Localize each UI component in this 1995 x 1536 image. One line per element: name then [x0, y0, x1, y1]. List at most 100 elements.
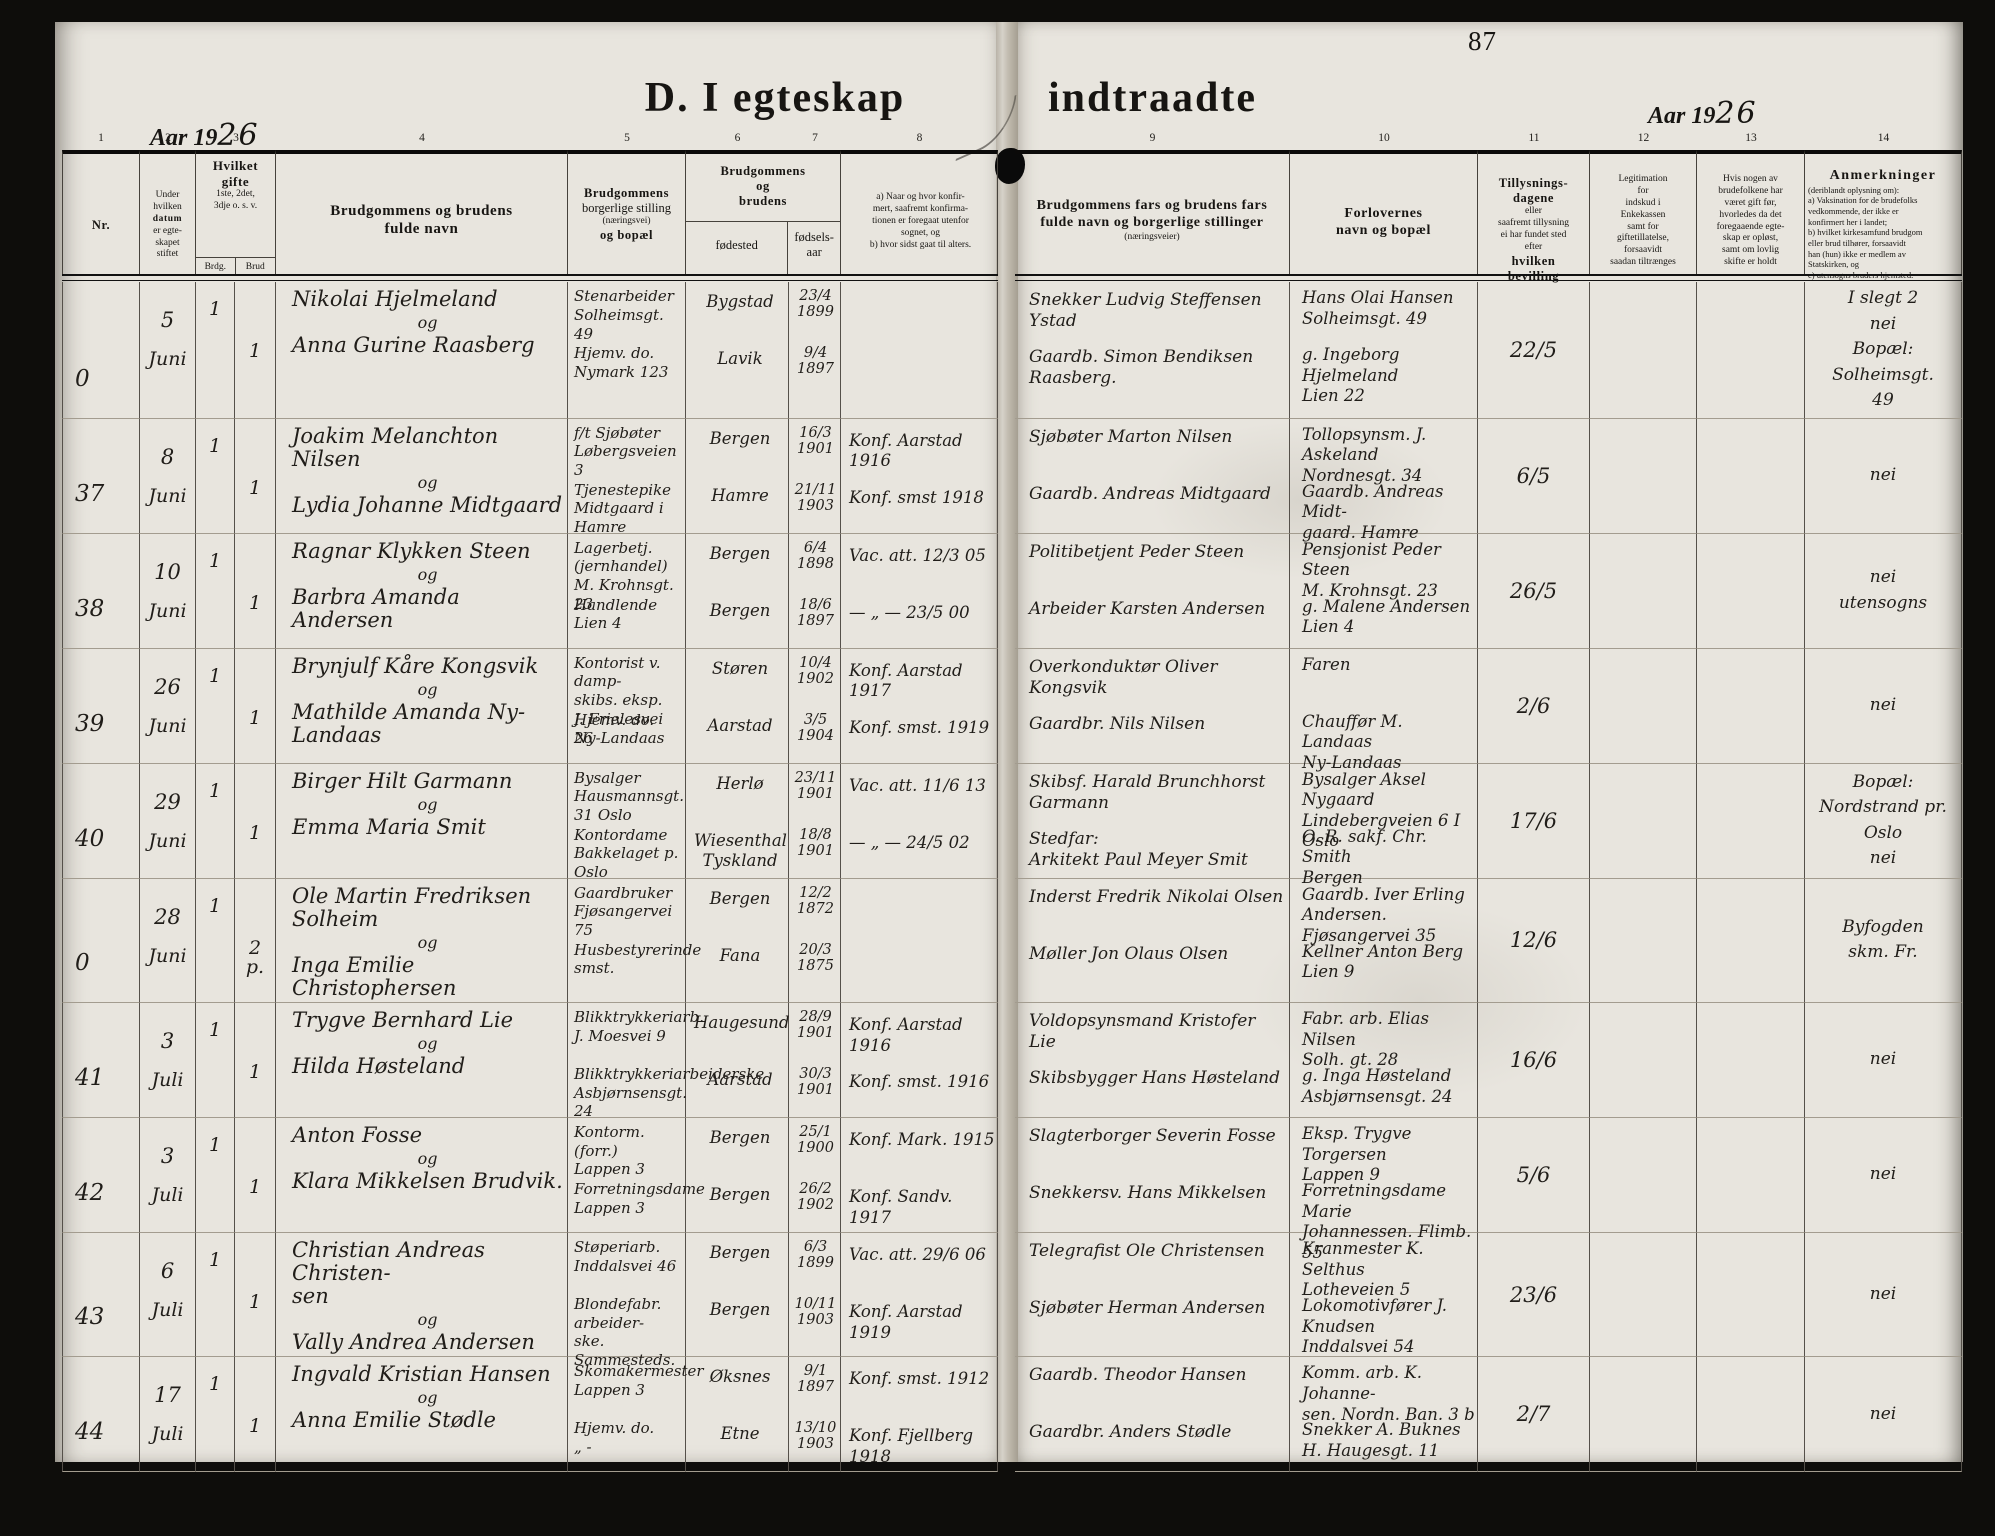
fars-cell: Inderst Fredrik Nikolai Olsen Møller Jon… [1015, 878, 1290, 1003]
groom-father: Voldopsynsmand Kristofer Lie [1029, 1010, 1256, 1053]
bride-father: Snekkersv. Hans Mikkelsen [1029, 1182, 1267, 1203]
bride-gifte: 1 [235, 1232, 276, 1358]
bride-fodested: Bergen [709, 1299, 771, 1319]
bride-name: Anna Emilie Stødle [292, 1408, 496, 1433]
bride-fodested: Aarstad [707, 715, 773, 735]
header-fulde-navn: Brudgommens og brudens fulde navn [276, 150, 568, 274]
names-cell: Ole Martin Fredriksen Solheim og Inga Em… [276, 878, 568, 1003]
fodselsaar-cell: 16/3 1901 21/11 1903 [789, 418, 841, 534]
groom-name: Brynjulf Kåre Kongsvik [292, 653, 539, 678]
gift-for-cell [1697, 1117, 1805, 1233]
bride-fodested: Fana [719, 945, 761, 965]
table-row: 39 26 Juni 1 1 Brynjulf Kåre Kongsvik og… [62, 648, 1962, 772]
forlover-2: g. Inga Høsteland Asbjørnsensgt. 24 [1302, 1065, 1453, 1106]
forlover-1: Faren [1302, 654, 1351, 674]
konfirmation-cell: Konf. smst. 1912 Konf. Fjellberg 1918 [841, 1357, 998, 1473]
bride-father: Arbeider Karsten Andersen [1029, 598, 1266, 619]
konfirmation-cell [841, 878, 998, 1003]
groom-name: Birger Hilt Garmann [292, 768, 513, 793]
groom-name: Ole Martin Fredriksen Solheim [292, 883, 532, 931]
gift-for-cell [1697, 1002, 1805, 1118]
groom-fodested: Støren [711, 658, 769, 678]
groom-stilling: Lagerbetj. (jernhandel) M. Krohnsgt. 23 [574, 538, 674, 613]
record-number: 41 [62, 1002, 140, 1118]
names-cell: Brynjulf Kåre Kongsvik og Mathilde Amand… [276, 648, 568, 764]
names-cell: Birger Hilt Garmann og Emma Maria Smit [276, 763, 568, 879]
bride-name: Inga Emilie Christophersen [292, 952, 457, 1000]
bride-fodested: Bergen [709, 600, 771, 620]
column-number: 10 [1378, 132, 1390, 144]
groom-fodselsaar: 23/4 1899 [797, 288, 834, 320]
groom-fodselsaar: 6/3 1899 [797, 1238, 834, 1271]
ink-blot [995, 148, 1025, 184]
gift-for-cell [1697, 763, 1805, 879]
groom-stilling: Skomakermester Lappen 3 [574, 1362, 704, 1399]
groom-gifte: 1 [196, 418, 235, 534]
og-label: og [417, 1148, 438, 1168]
bride-gifte: 1 [235, 418, 276, 534]
forlover-1: Fabr. arb. Elias Nilsen Solh. gt. 28 [1302, 1008, 1429, 1070]
groom-name: Joakim Melanchton Nilsen [292, 423, 499, 471]
record-day: 29 [154, 789, 181, 814]
groom-stilling: Støperiarb. Inddalsvei 46 [574, 1237, 677, 1275]
table-header-row: Nr. Under hvilken datum er egte- skapet … [62, 150, 1962, 283]
bride-father: Sjøbøter Herman Andersen [1029, 1297, 1266, 1318]
bride-fodested: Hamre [711, 485, 769, 505]
fodested-cell: Øksnes Etne [686, 1357, 789, 1473]
groom-fodested: Bergen [709, 888, 771, 908]
forlover-1: Hans Olai Hansen Solheimsgt. 49 [1302, 288, 1454, 328]
names-cell: Trygve Bernhard Lie og Hilda Høsteland [276, 1002, 568, 1118]
groom-fodested: Haugesund [694, 1012, 790, 1032]
header-datum: Under hvilken datum er egte- skapet stif… [140, 150, 196, 274]
header-brdg: Brdg. [196, 258, 236, 274]
groom-father: Gaardb. Theodor Hansen [1029, 1365, 1247, 1386]
register-table: 1 2 3 4 5 6 7 8 9 10 11 12 13 14 Nr. Und… [62, 128, 1962, 1473]
groom-stilling: Kontorm. (forr.) Lappen 3 [574, 1122, 645, 1179]
groom-fodselsaar: 12/2 1872 [797, 884, 834, 917]
anmerkning-cell: nei [1805, 1357, 1962, 1473]
fars-cell: Overkonduktør Oliver Kongsvik Gaardbr. N… [1015, 648, 1290, 764]
column-number: 11 [1528, 132, 1540, 144]
legitimation-cell [1590, 878, 1697, 1003]
bride-konfirmation: Konf. smst 1918 [849, 487, 984, 507]
bride-name: Mathilde Amanda Ny-Landaas [292, 699, 526, 747]
groom-fodested: Bygstad [706, 292, 774, 311]
forlover-2: g. Ingeborg Hjelmeland Lien 22 [1302, 345, 1400, 406]
forlovere-cell: Faren Chauffør M. Landaas Ny-Landaas [1290, 648, 1478, 772]
bride-konfirmation: — „ — 24/5 02 [849, 832, 970, 852]
forlover-2: Chauffør M. Landaas Ny-Landaas [1302, 711, 1403, 772]
bride-fodested: Etne [720, 1424, 760, 1444]
bride-gifte: 1 [235, 1357, 276, 1473]
fars-cell: Gaardb. Theodor Hansen Gaardbr. Anders S… [1015, 1357, 1290, 1473]
names-cell: Ragnar Klykken Steen og Barbra Amanda An… [276, 533, 568, 649]
groom-father: Politibetjent Peder Steen [1029, 541, 1245, 562]
groom-name: Anton Fosse [292, 1122, 423, 1147]
anmerkning-cell: Bopæl: Nordstrand pr. Oslo nei [1805, 763, 1962, 879]
stilling-cell: Lagerbetj. (jernhandel) M. Krohnsgt. 23 … [568, 533, 686, 649]
fodested-cell: Herlø Wiesenthal Tyskland [686, 763, 789, 879]
column-number: 12 [1637, 132, 1650, 144]
header-fodested: fødested [686, 222, 789, 274]
fodested-cell: Bergen Bergen [686, 1117, 789, 1233]
header-nr: Nr. [62, 150, 140, 274]
gutter-spacer [998, 1118, 1015, 1233]
anmerkning-cell: nei [1805, 1117, 1962, 1233]
stilling-cell: Kontorm. (forr.) Lappen 3 Forretningsdam… [568, 1117, 705, 1233]
bride-konfirmation: Konf. smst. 1916 [849, 1071, 990, 1091]
groom-gifte: 1 [196, 1117, 235, 1233]
names-cell: Ingvald Kristian Hansen og Anna Emilie S… [276, 1357, 568, 1473]
forlovere-cell: Komm. arb. K. Johanne- sen. Nordn. Ban. … [1290, 1357, 1478, 1473]
table-row: 40 29 Juni 1 1 Birger Hilt Garmann og Em… [62, 763, 1962, 887]
bride-fodselsaar: 30/3 1901 [797, 1065, 834, 1098]
forlover-2: Kellner Anton Berg Lien 9 [1302, 941, 1464, 982]
groom-stilling: f/t Sjøbøter Løbergsveien 3 [574, 423, 677, 480]
bride-father: Gaardbr. Anders Stødle [1029, 1422, 1232, 1443]
groom-gifte: 1 [196, 533, 235, 649]
fodselsaar-cell: 25/1 1900 26/2 1902 [789, 1117, 841, 1233]
record-day: 3 [160, 1143, 175, 1168]
record-date: 26 Juni [140, 648, 196, 764]
tillysning-cell: 17/6 [1478, 763, 1590, 879]
bride-fodselsaar: 18/8 1901 [797, 826, 834, 859]
record-day: 5 [160, 308, 175, 332]
record-month: Juni [148, 944, 187, 967]
